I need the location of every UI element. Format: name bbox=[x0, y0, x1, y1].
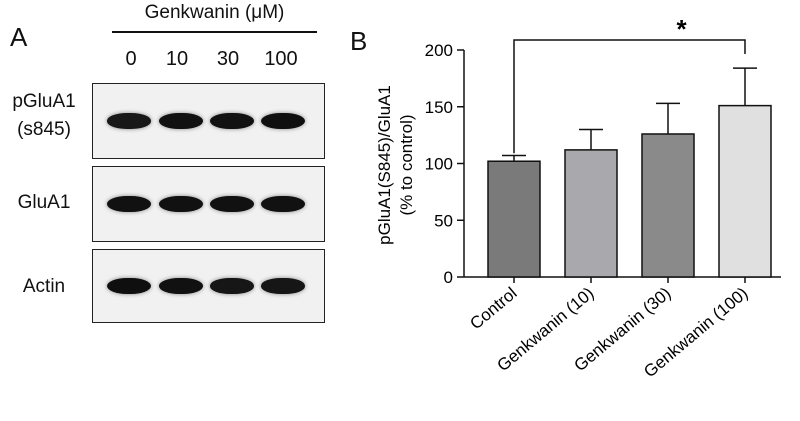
dose-label: 10 bbox=[165, 48, 189, 70]
treatment-label: Genkwanin (μM) bbox=[144, 2, 285, 23]
bar bbox=[564, 149, 618, 278]
blot-band bbox=[107, 278, 151, 294]
blot-band bbox=[107, 196, 151, 212]
significance-bracket: * bbox=[513, 14, 746, 154]
bar bbox=[641, 133, 695, 278]
x-tick-label: Control bbox=[466, 284, 520, 334]
y-tick-label: 100 bbox=[425, 155, 453, 174]
blot-band bbox=[261, 278, 305, 294]
dose-label: 100 bbox=[264, 48, 298, 70]
blot-band bbox=[261, 113, 305, 129]
bar bbox=[718, 104, 772, 278]
blot-glua1 bbox=[92, 166, 325, 242]
bar bbox=[487, 160, 541, 278]
y-tick-label: 50 bbox=[434, 211, 453, 230]
blot-band bbox=[159, 196, 203, 212]
blot-band bbox=[159, 278, 203, 294]
y-axis-label-unit: (% to control) bbox=[397, 114, 416, 215]
blot-label-line: Actin bbox=[22, 276, 66, 297]
blot-band bbox=[210, 113, 254, 129]
dose-label: 30 bbox=[216, 48, 240, 70]
panel-b-letter: B bbox=[350, 26, 368, 56]
y-tick-label: 150 bbox=[425, 98, 453, 117]
blot-band bbox=[261, 196, 305, 212]
y-ticks: 0 50 100 150 200 bbox=[425, 41, 464, 287]
y-tick-label: 0 bbox=[444, 268, 453, 287]
dose-label: 0 bbox=[125, 48, 137, 70]
blot-label-line: GluA1 bbox=[17, 192, 71, 213]
blot-actin bbox=[92, 249, 325, 323]
y-axis-label: pGluA1(S845)/GluA1 bbox=[375, 85, 394, 245]
blot-label-actin: Actin bbox=[0, 273, 88, 301]
significance-star: * bbox=[676, 14, 687, 44]
blot-band bbox=[159, 113, 203, 129]
blot-label-line: (s845) bbox=[17, 119, 71, 140]
blot-label-pglua1: pGluA1 (s845) bbox=[0, 88, 88, 144]
blot-band bbox=[107, 113, 151, 129]
blot-label-glua1: GluA1 bbox=[0, 189, 88, 217]
treatment-line bbox=[112, 31, 317, 33]
blot-pglua1 bbox=[92, 83, 325, 159]
blot-label-line: pGluA1 bbox=[12, 91, 76, 112]
error-bars bbox=[502, 67, 757, 162]
blot-band bbox=[210, 196, 254, 212]
y-tick-label: 200 bbox=[425, 41, 453, 60]
bars bbox=[487, 104, 772, 278]
blot-band bbox=[210, 278, 254, 294]
panel-a-letter: A bbox=[10, 22, 28, 52]
significance-line bbox=[513, 39, 746, 154]
